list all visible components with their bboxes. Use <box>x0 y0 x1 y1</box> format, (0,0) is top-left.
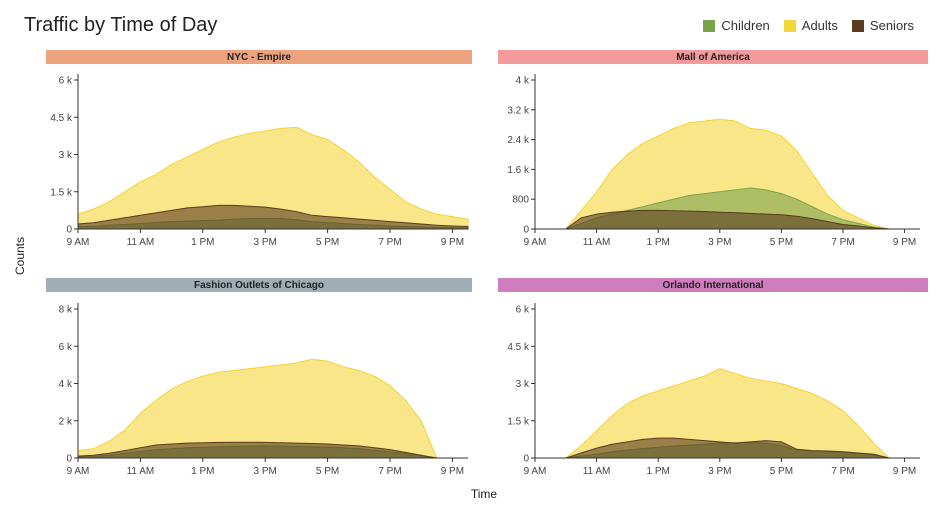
y-tick-label-orlando-international: 0 <box>523 454 529 465</box>
legend: Children Adults Seniors <box>703 18 914 33</box>
x-tick-label-mall-of-america: 9 PM <box>893 237 916 248</box>
x-tick-label-mall-of-america: 9 AM <box>524 237 547 248</box>
legend-item-children[interactable]: Children <box>703 18 770 33</box>
x-tick-label-orlando-international: 1 PM <box>647 466 670 477</box>
x-tick-label-nyc-empire: 5 PM <box>316 237 339 248</box>
y-tick-label-mall-of-america: 800 <box>512 195 529 206</box>
y-tick-label-mall-of-america: 3.2 k <box>507 105 530 116</box>
facet-title-mall-of-america: Mall of America <box>676 52 750 63</box>
facet-title-fashion-outlets-of-chicago: Fashion Outlets of Chicago <box>194 280 324 291</box>
legend-label-adults: Adults <box>801 18 838 33</box>
legend-label-seniors: Seniors <box>869 18 914 33</box>
chart-title: Traffic by Time of Day <box>24 14 218 36</box>
facet-strip-orlando-international <box>498 278 928 292</box>
x-tick-label-orlando-international: 7 PM <box>831 466 854 477</box>
x-tick-label-fashion-outlets-of-chicago: 5 PM <box>316 466 339 477</box>
area-seniors-fashion-outlets-of-chicago <box>77 441 468 459</box>
y-tick-label-orlando-international: 6 k <box>516 305 530 316</box>
legend-label-children: Children <box>721 18 770 33</box>
facet-title-orlando-international: Orlando International <box>662 280 763 291</box>
y-tick-label-orlando-international: 3 k <box>516 379 530 390</box>
x-tick-label-orlando-international: 3 PM <box>708 466 731 477</box>
x-tick-label-fashion-outlets-of-chicago: 3 PM <box>254 466 277 477</box>
y-tick-label-mall-of-america: 1.6 k <box>507 165 530 176</box>
y-tick-label-mall-of-america: 2.4 k <box>507 135 530 146</box>
x-tick-label-nyc-empire: 11 AM <box>127 237 155 248</box>
x-tick-label-mall-of-america: 11 AM <box>583 237 611 248</box>
x-tick-label-fashion-outlets-of-chicago: 7 PM <box>378 466 401 477</box>
y-tick-label-nyc-empire: 6 k <box>59 76 73 87</box>
legend-item-adults[interactable]: Adults <box>783 18 838 33</box>
x-tick-label-nyc-empire: 9 AM <box>67 237 90 248</box>
facet-strip-mall-of-america <box>498 50 928 64</box>
y-tick-label-fashion-outlets-of-chicago: 2 k <box>59 416 73 427</box>
x-tick-label-mall-of-america: 7 PM <box>831 237 854 248</box>
x-tick-label-nyc-empire: 9 PM <box>441 237 464 248</box>
legend-swatch-seniors <box>851 19 864 32</box>
x-tick-label-mall-of-america: 1 PM <box>647 237 670 248</box>
area-adults-orlando-international <box>535 368 920 459</box>
legend-swatch-adults <box>783 19 796 32</box>
y-tick-label-nyc-empire: 1.5 k <box>50 187 73 198</box>
y-tick-label-nyc-empire: 4.5 k <box>50 113 73 124</box>
y-tick-label-orlando-international: 1.5 k <box>507 416 530 427</box>
y-tick-label-mall-of-america: 4 k <box>516 76 530 87</box>
x-tick-label-fashion-outlets-of-chicago: 11 AM <box>127 466 155 477</box>
x-tick-label-orlando-international: 11 AM <box>583 466 611 477</box>
facet-strip-nyc-empire <box>46 50 472 64</box>
y-tick-label-nyc-empire: 3 k <box>59 150 73 161</box>
y-tick-label-fashion-outlets-of-chicago: 0 <box>66 454 72 465</box>
x-tick-label-mall-of-america: 3 PM <box>708 237 731 248</box>
area-seniors-orlando-international <box>535 437 920 459</box>
facet-strip-fashion-outlets-of-chicago <box>46 278 472 292</box>
x-tick-label-nyc-empire: 7 PM <box>378 237 401 248</box>
area-adults-nyc-empire <box>77 126 469 230</box>
y-tick-label-fashion-outlets-of-chicago: 8 k <box>59 305 73 316</box>
y-axis-title: Counts <box>13 237 27 275</box>
x-tick-label-orlando-international: 9 PM <box>893 466 916 477</box>
x-tick-label-nyc-empire: 3 PM <box>254 237 277 248</box>
area-adults-fashion-outlets-of-chicago <box>77 358 468 459</box>
x-tick-label-nyc-empire: 1 PM <box>191 237 214 248</box>
facet-title-nyc-empire: NYC - Empire <box>227 52 291 63</box>
area-adults-mall-of-america <box>535 118 920 230</box>
y-tick-label-mall-of-america: 0 <box>523 225 529 236</box>
x-tick-label-orlando-international: 5 PM <box>770 466 793 477</box>
x-tick-label-fashion-outlets-of-chicago: 1 PM <box>191 466 214 477</box>
x-tick-label-fashion-outlets-of-chicago: 9 PM <box>441 466 464 477</box>
legend-swatch-children <box>703 19 716 32</box>
x-axis-title: Time <box>471 487 498 501</box>
legend-item-seniors[interactable]: Seniors <box>851 18 914 33</box>
x-tick-label-fashion-outlets-of-chicago: 9 AM <box>67 466 90 477</box>
x-tick-label-mall-of-america: 5 PM <box>770 237 793 248</box>
area-seniors-mall-of-america <box>535 209 920 230</box>
y-tick-label-orlando-international: 4.5 k <box>507 342 530 353</box>
y-tick-label-fashion-outlets-of-chicago: 6 k <box>59 342 73 353</box>
area-seniors-nyc-empire <box>77 204 469 230</box>
x-tick-label-orlando-international: 9 AM <box>524 466 547 477</box>
y-tick-label-fashion-outlets-of-chicago: 4 k <box>59 379 73 390</box>
y-tick-label-nyc-empire: 0 <box>66 225 72 236</box>
